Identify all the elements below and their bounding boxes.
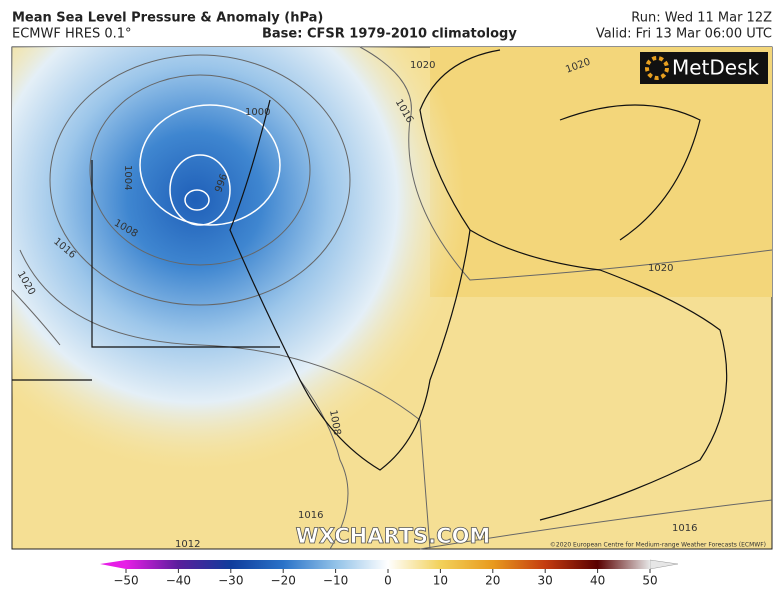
contour-label: 1020 — [410, 60, 435, 71]
colorbar-tick-label: −30 — [218, 574, 243, 588]
run: Run: Wed 11 Mar 12Z — [631, 11, 772, 26]
logo: MetDesk — [672, 56, 760, 80]
model: ECMWF HRES 0.1° — [12, 27, 132, 42]
contour-label: 1004 — [122, 165, 133, 190]
colorbar-tick-label: 10 — [433, 574, 448, 588]
colorbar-bar — [126, 560, 650, 569]
colorbar-tick-label: −20 — [271, 574, 296, 588]
colorbar-arrow — [649, 559, 679, 570]
colorbar-tick-label: −10 — [323, 574, 348, 588]
valid: Valid: Fri 13 Mar 06:00 UTC — [596, 27, 772, 42]
logo-icon — [645, 56, 669, 80]
base: Base: CFSR 1979-2010 climatology — [262, 27, 517, 42]
colorbar-tick-label: 0 — [384, 574, 392, 588]
colorbar-arrow — [100, 560, 126, 569]
watermark: WXCHARTS.COM — [296, 524, 491, 548]
colorbar-tick-label: −50 — [113, 574, 138, 588]
colorbar-tick-label: 40 — [590, 574, 605, 588]
contour-label: 1016 — [298, 510, 323, 521]
colorbar-tick-label: 50 — [642, 574, 657, 588]
contour-label: 1020 — [648, 263, 673, 274]
map: 1000 996 1004 1008 1016 1020 1020 1016 1… — [11, 46, 773, 550]
colorbar-tick-label: 20 — [485, 574, 500, 588]
contour-label: 1016 — [672, 523, 697, 534]
contour-label: 1012 — [175, 539, 200, 550]
colorbar-tick-label: −40 — [166, 574, 191, 588]
colorbar: −50 −40 −30 −20 −10 0 10 20 30 40 50 — [100, 559, 679, 588]
contour-label: 1008 — [327, 409, 342, 436]
title: Mean Sea Level Pressure & Anomaly (hPa) — [12, 11, 323, 26]
contour-label: 1000 — [245, 107, 270, 118]
copyright: ©2020 European Centre for Medium-range W… — [550, 542, 766, 549]
colorbar-tick-label: 30 — [538, 574, 553, 588]
